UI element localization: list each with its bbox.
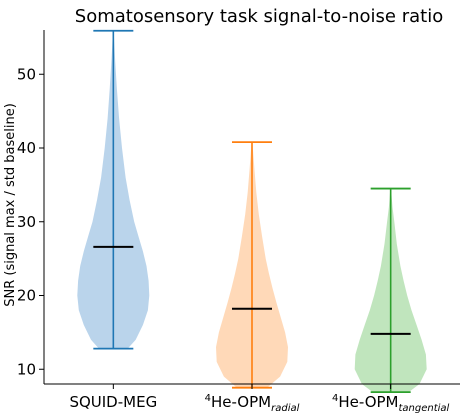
chart-title: Somatosensory task signal-to-noise ratio: [75, 6, 443, 27]
y-tick-label: 40: [17, 139, 36, 157]
x-tick-label: 4He-OPMradial: [205, 393, 300, 414]
y-axis-label: SNR (signal max / std baseline): [3, 103, 18, 307]
y-tick-label: 20: [17, 287, 36, 305]
x-tick-label: SQUID-MEG: [69, 393, 157, 411]
y-tick-label: 10: [17, 360, 36, 378]
y-tick-label: 50: [17, 65, 36, 83]
x-tick-label: 4He-OPMtangential: [332, 393, 450, 414]
y-tick-label: 30: [17, 213, 36, 231]
plot-area: 10 20 30 40 50 SQUID-MEG 4He-OPMradial 4He-OPMt…: [17, 29, 460, 414]
